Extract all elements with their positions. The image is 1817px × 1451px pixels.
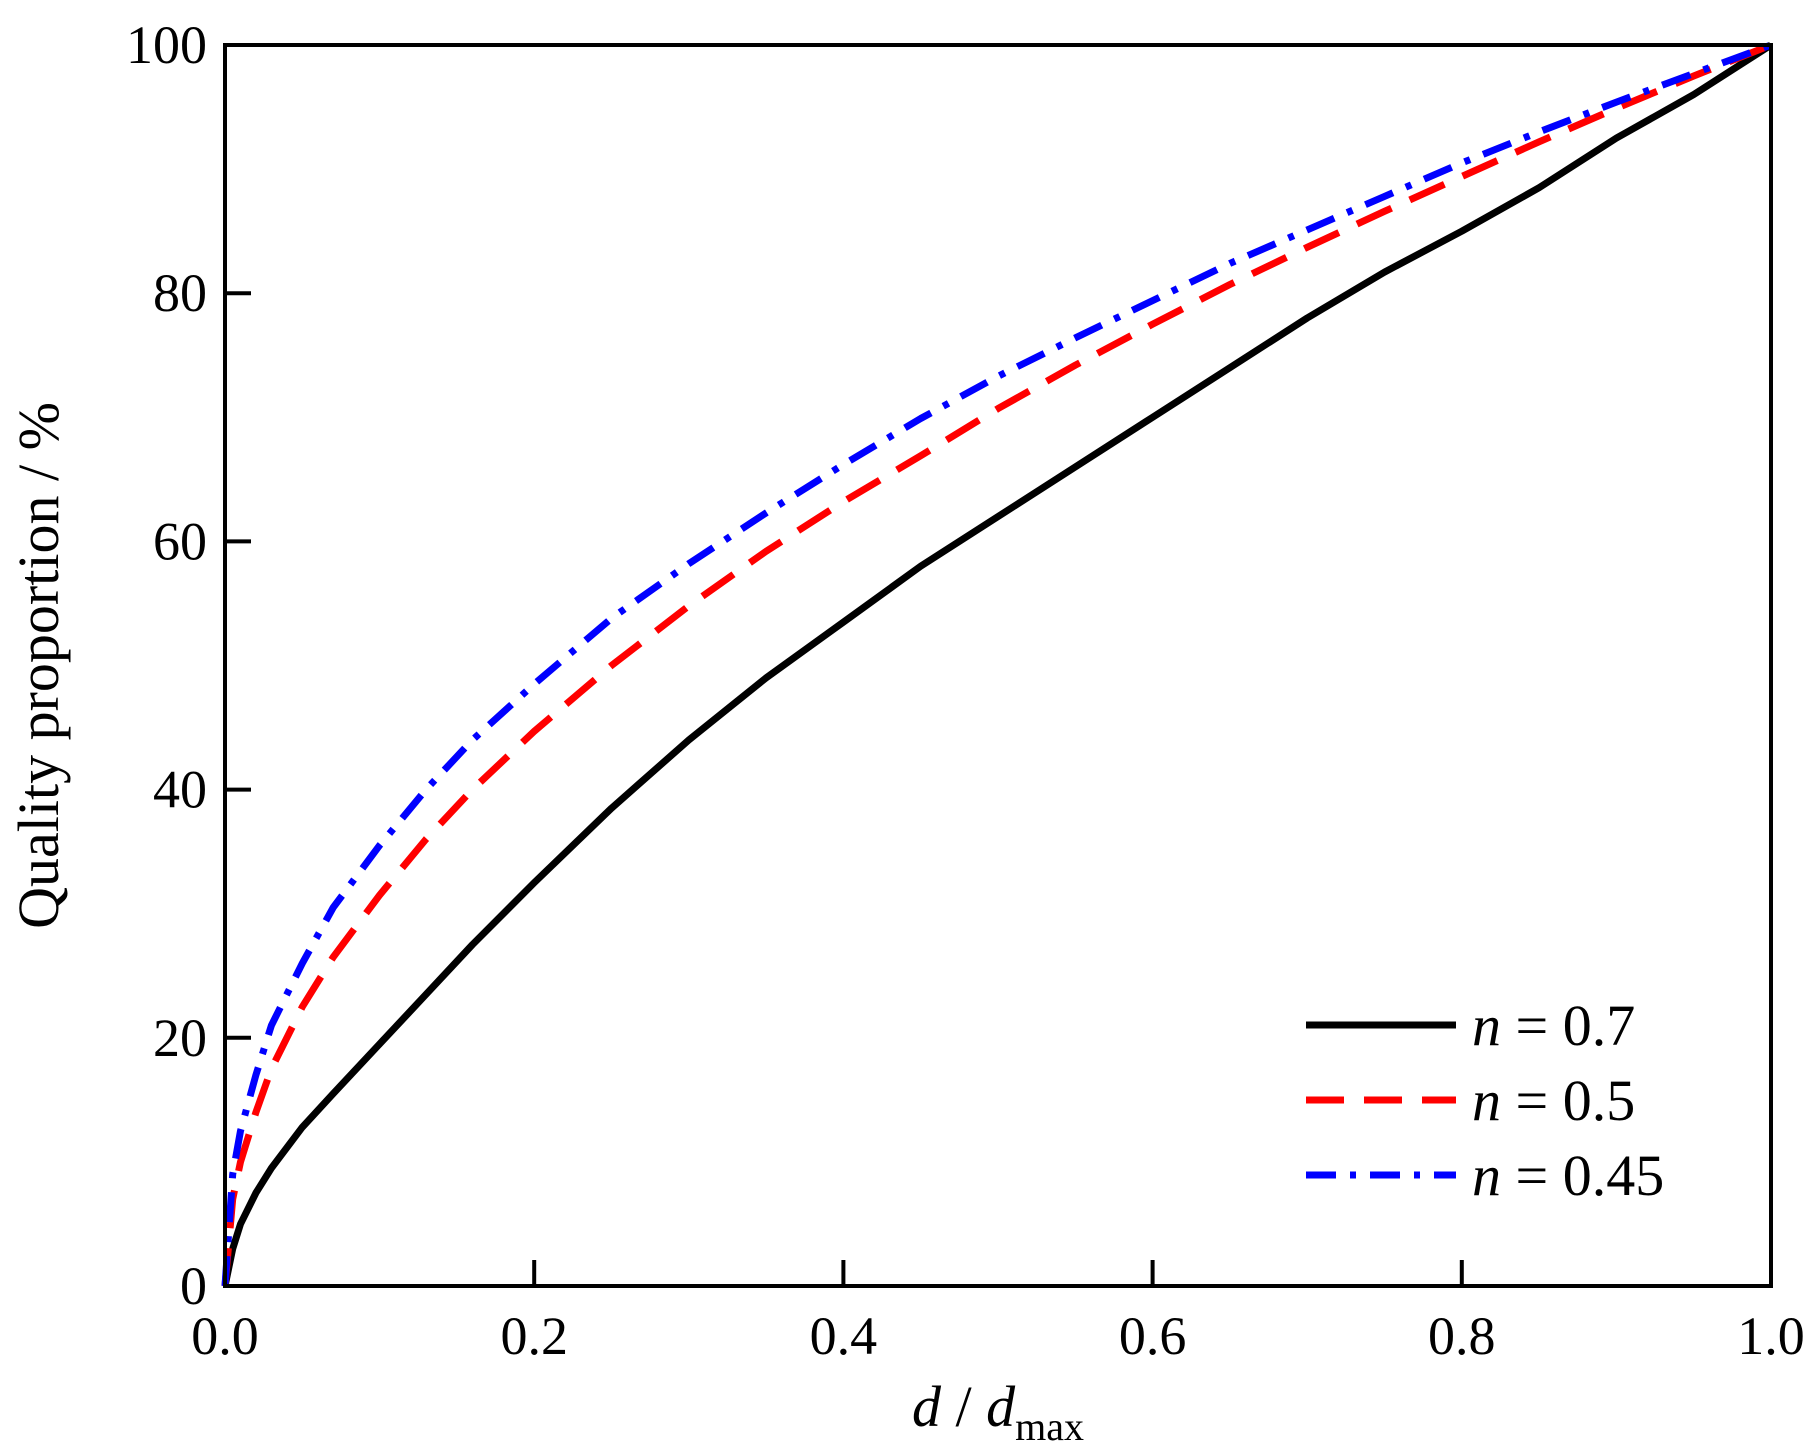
series-line-1 [221,41,1773,1287]
legend-value: = 0.45 [1501,1143,1664,1208]
x-label-subscript: max [1015,1404,1084,1449]
x-label-denominator: d [986,1374,1016,1439]
x-tick-label: 0.2 [500,1306,568,1366]
y-tick-label: 40 [153,760,207,820]
series-line-0 [221,42,1773,1287]
y-tick-label: 80 [153,263,207,323]
y-tick-label: 20 [153,1008,207,1068]
plot-frame [223,43,1773,1288]
legend-label-0: n = 0.7 [1472,993,1635,1058]
y-tick-label: 60 [153,511,207,571]
legend-label-1: n = 0.5 [1472,1068,1635,1133]
x-label-main: d [912,1374,942,1439]
legend-var: n [1472,1068,1501,1133]
y-tick-label: 100 [126,15,207,75]
x-tick-label: 0.8 [1428,1306,1496,1366]
tick-labels: 0.0 0.2 0.4 0.6 0.8 1.0 0 20 40 60 80 100 [126,15,1805,1366]
x-tick-label: 0.0 [191,1306,259,1366]
y-axis-label: Quality proportion / % [6,402,71,929]
series-line-2 [221,41,1773,1287]
x-axis-label: d / dmax [912,1374,1084,1449]
x-label-separator: / [941,1374,986,1439]
x-tick-label: 0.6 [1119,1306,1187,1366]
legend-var: n [1472,1143,1501,1208]
x-tick-label: 1.0 [1737,1306,1805,1366]
series-layer [221,41,1773,1287]
x-tick-label: 0.4 [810,1306,878,1366]
legend-var: n [1472,993,1501,1058]
legend-value: = 0.5 [1501,1068,1635,1133]
legend-value: = 0.7 [1501,993,1635,1058]
legend: n = 0.7n = 0.5n = 0.45 [1306,993,1664,1208]
legend-label-2: n = 0.45 [1472,1143,1664,1208]
y-tick-label: 0 [180,1256,207,1316]
